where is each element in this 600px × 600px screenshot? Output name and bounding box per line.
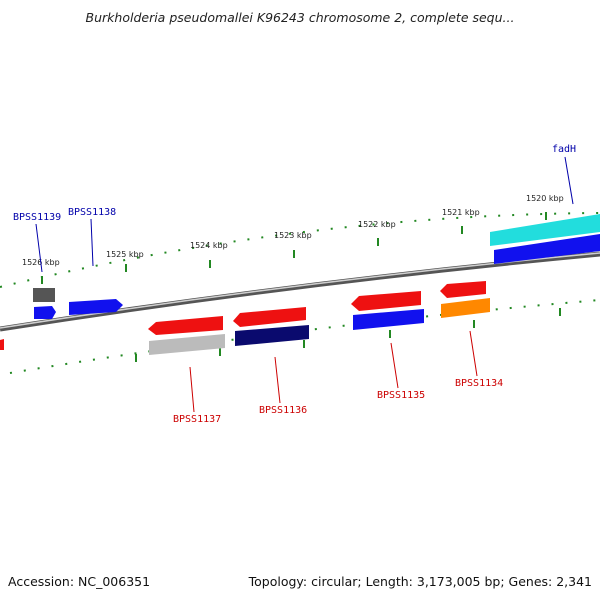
- label-leaders: [35, 156, 574, 413]
- gene-bpss1135[interactable]: [353, 309, 424, 330]
- gene-bpss1136-a[interactable]: [233, 307, 306, 327]
- gene-label-bpss1139[interactable]: BPSS1139: [13, 212, 61, 223]
- gene-label-bpss1135[interactable]: BPSS1135: [377, 390, 425, 401]
- gene-bpss1136[interactable]: [235, 325, 309, 346]
- outer-major-ticks: [41, 212, 547, 284]
- kbp-label: 1525 kbp: [106, 250, 144, 259]
- kbp-label: 1520 kbp: [526, 194, 564, 203]
- topology-text: Topology: circular; Length: 3,173,005 bp…: [248, 574, 592, 589]
- gene-bpss1139-marker[interactable]: [33, 288, 55, 302]
- kbp-label: 1521 kbp: [442, 208, 480, 217]
- gene-bpss1137[interactable]: [149, 334, 225, 355]
- gene-bpss1135-a[interactable]: [351, 291, 421, 311]
- gene-bpss1134-a[interactable]: [440, 281, 486, 298]
- kbp-label: 1522 kbp: [358, 220, 396, 229]
- kbp-label: 1524 kbp: [190, 241, 228, 250]
- gene-label-bpss1138[interactable]: BPSS1138: [68, 207, 116, 218]
- gene-label-bpss1136[interactable]: BPSS1136: [259, 405, 307, 416]
- gene-fadh-neighbor[interactable]: [494, 234, 600, 264]
- gene-label-bpss1137[interactable]: BPSS1137: [173, 414, 221, 425]
- gene-label-fadh[interactable]: fadH: [552, 144, 576, 155]
- forward-genes: [33, 214, 600, 319]
- gene-fadh[interactable]: [490, 214, 600, 246]
- gene-bpss1134[interactable]: [441, 298, 490, 318]
- gene-bpss1137-a[interactable]: [148, 316, 223, 335]
- gene-label-bpss1134[interactable]: BPSS1134: [455, 378, 503, 389]
- gene-bpss1138[interactable]: [69, 299, 123, 315]
- chromosome-backbone: [0, 251, 600, 332]
- gene-bpss1139[interactable]: [34, 306, 56, 319]
- gene-partial-left[interactable]: [0, 339, 4, 350]
- inner-major-ticks: [135, 308, 561, 362]
- map-title: Burkholderia pseudomallei K96243 chromos…: [85, 10, 515, 25]
- accession-text: Accession: NC_006351: [8, 574, 151, 589]
- reverse-genes: [0, 281, 490, 355]
- kbp-label: 1523 kbp: [274, 231, 312, 240]
